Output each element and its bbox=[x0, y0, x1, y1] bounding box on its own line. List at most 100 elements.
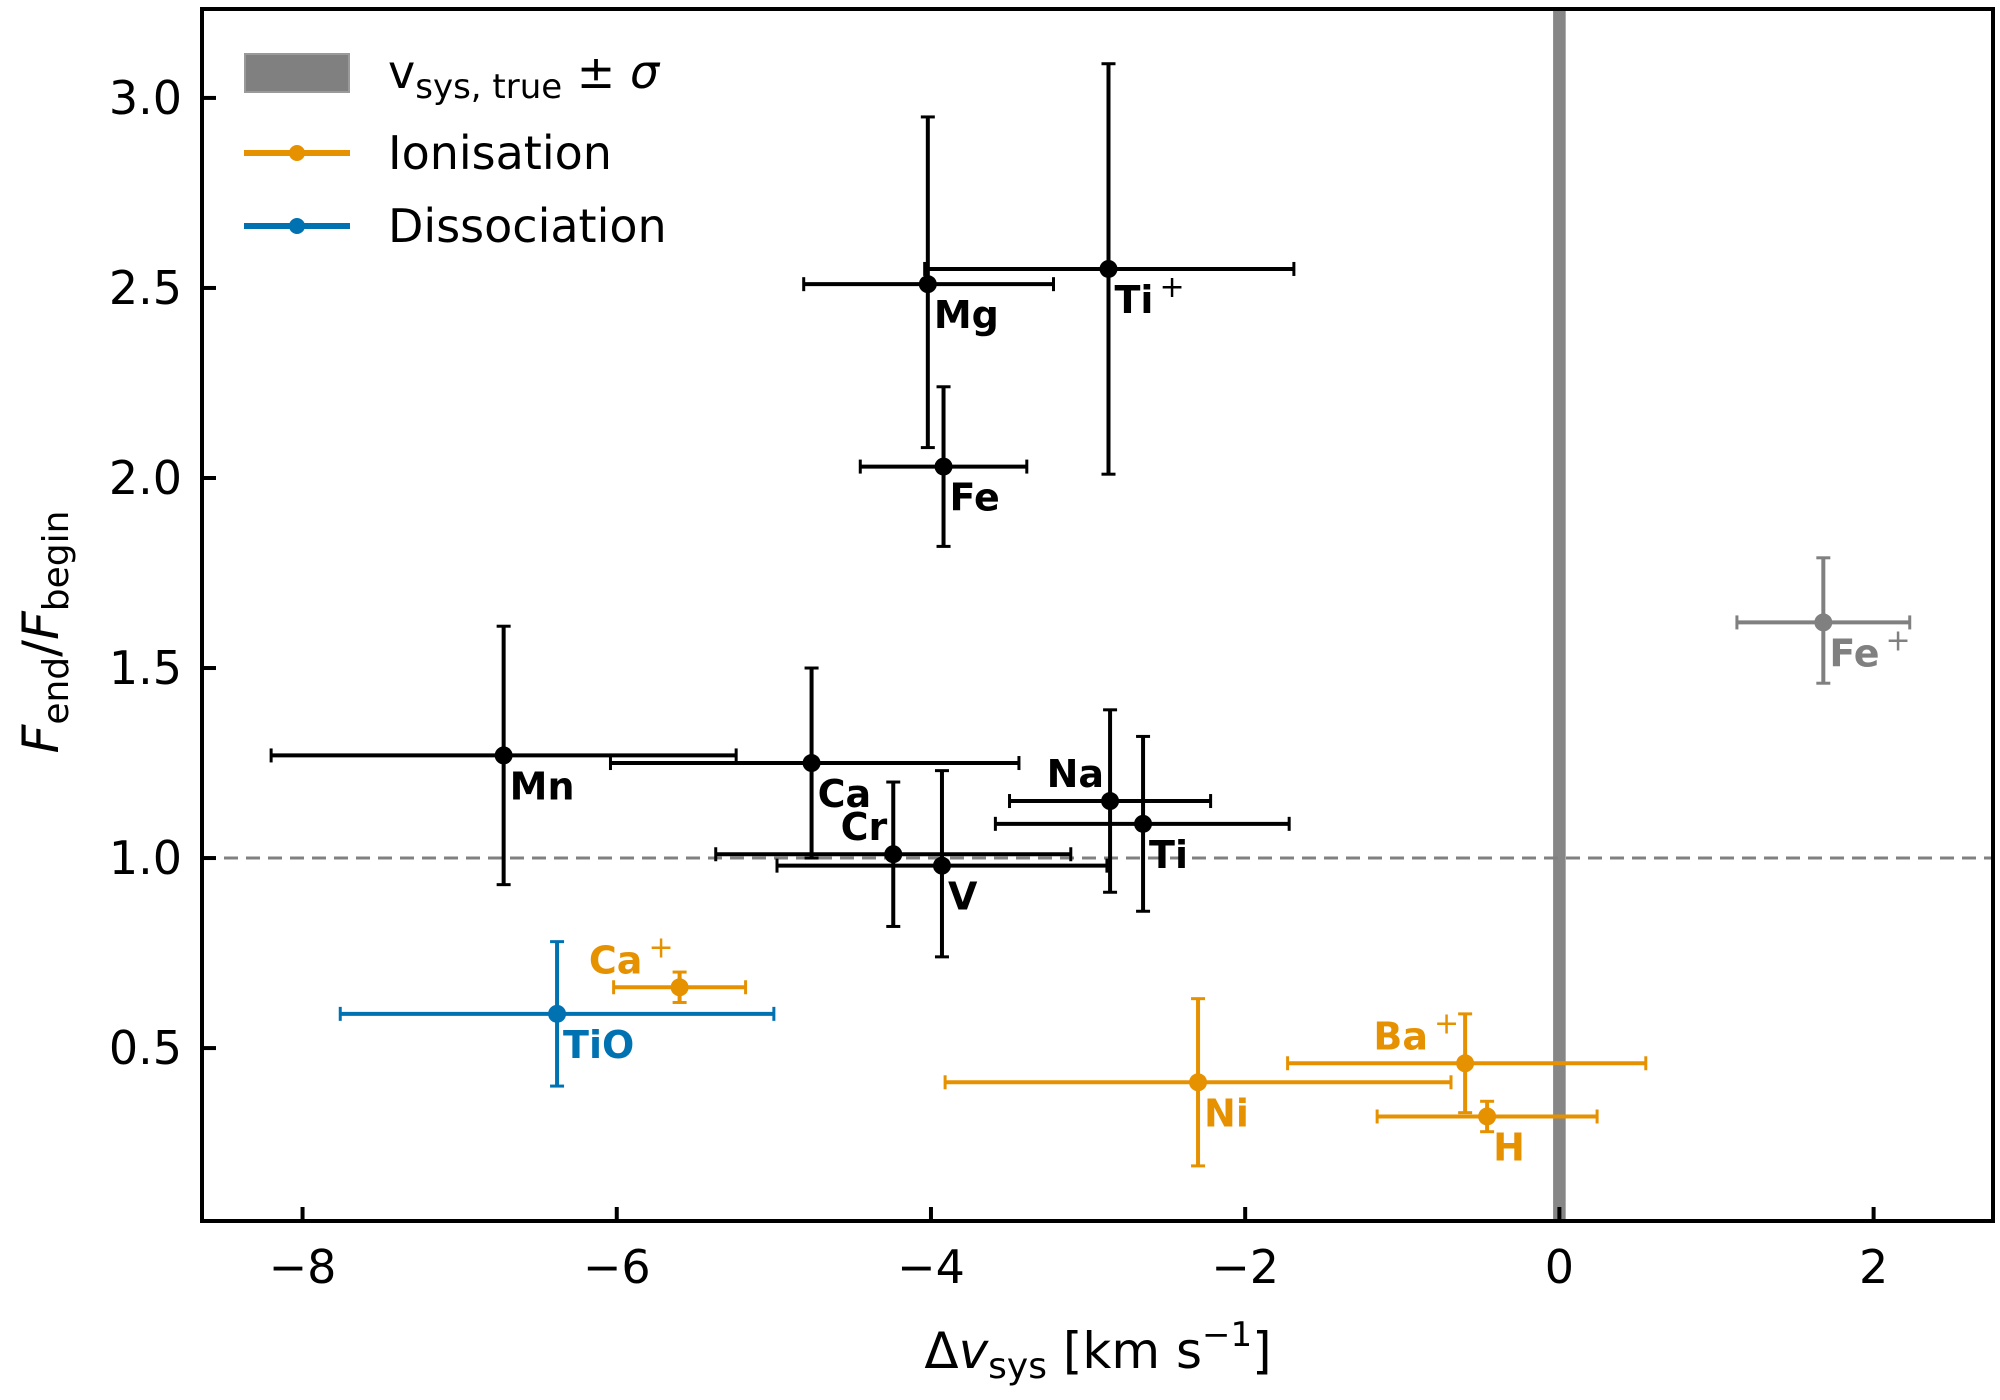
point-marker bbox=[1099, 259, 1118, 278]
x-tick-label: −8 bbox=[269, 1240, 337, 1294]
point-label-sup: + bbox=[1159, 270, 1184, 305]
legend: vsys, true ± σ Ionisation Dissociation bbox=[244, 45, 667, 253]
point-marker bbox=[884, 845, 903, 864]
point-label-name: Cr bbox=[841, 805, 888, 849]
point-label-sup: + bbox=[648, 930, 673, 965]
legend-item-dissociation: Dissociation bbox=[244, 199, 667, 253]
x-label-sup: −1 bbox=[1202, 1315, 1252, 1355]
data-point-fe-ion: Fe + bbox=[1735, 556, 1912, 685]
legend-label-ionisation: Ionisation bbox=[388, 126, 612, 180]
point-label-name: Ni bbox=[1204, 1091, 1249, 1135]
point-label: Fe bbox=[950, 476, 1000, 520]
legend-ionisation-marker bbox=[289, 145, 305, 161]
x-tick-label: 2 bbox=[1859, 1240, 1888, 1294]
point-label-name: H bbox=[1493, 1125, 1525, 1169]
point-label-name: Ca bbox=[818, 772, 872, 816]
legend-item-ionisation: Ionisation bbox=[244, 126, 612, 180]
legend-label-dissociation: Dissociation bbox=[388, 199, 667, 253]
legend-band-sub: sys, true bbox=[415, 67, 562, 107]
data-point-tio: TiO bbox=[338, 940, 776, 1088]
point-marker bbox=[1478, 1107, 1497, 1126]
point-label: Mg bbox=[934, 293, 999, 337]
data-point-ni: Ni bbox=[943, 997, 1453, 1168]
data-point-v: V bbox=[775, 769, 1109, 959]
x-label-unit: [km s bbox=[1047, 1322, 1202, 1380]
point-label: Mn bbox=[510, 764, 575, 808]
data-point-ti-ion: Ti + bbox=[923, 62, 1296, 476]
y-tick-label: 0.5 bbox=[109, 1021, 182, 1075]
point-label-name: Fe bbox=[950, 476, 1000, 520]
point-label-name: TiO bbox=[563, 1023, 634, 1067]
x-tick-label: −2 bbox=[1211, 1240, 1279, 1294]
legend-item-band: vsys, true ± σ bbox=[244, 45, 661, 107]
point-label-name: Na bbox=[1047, 752, 1104, 796]
point-label: TiO bbox=[563, 1023, 634, 1067]
x-tick-label: −6 bbox=[583, 1240, 651, 1294]
point-marker bbox=[494, 746, 513, 765]
point-label-name: Mn bbox=[510, 764, 575, 808]
point-label: H bbox=[1493, 1125, 1525, 1169]
y-tick-label: 2.5 bbox=[109, 261, 182, 315]
x-tick-label: −4 bbox=[897, 1240, 965, 1294]
legend-band-pm: ± bbox=[562, 45, 630, 99]
data-point-na: Na bbox=[1008, 708, 1213, 894]
point-label-name: Ti bbox=[1114, 278, 1153, 322]
x-label-close: ] bbox=[1252, 1322, 1272, 1380]
x-label-sub: sys bbox=[988, 1346, 1047, 1387]
axis-ticks: −8 −6 −4 −2 0 2 0.5 1.0 1.5 2.0 2.5 3.0 bbox=[109, 71, 1888, 1294]
y-tick-label: 3.0 bbox=[109, 71, 182, 125]
y-label-num: F bbox=[12, 723, 70, 753]
point-marker bbox=[918, 275, 937, 294]
point-label: Ti + bbox=[1114, 270, 1184, 322]
x-label-var: v bbox=[959, 1322, 990, 1380]
point-marker bbox=[1456, 1054, 1475, 1073]
point-label: Ni bbox=[1204, 1091, 1249, 1135]
data-point-h: H bbox=[1375, 1099, 1599, 1169]
point-label-name: Ti bbox=[1149, 833, 1188, 877]
y-tick-label: 2.0 bbox=[109, 451, 182, 505]
data-point-cr: Cr bbox=[714, 780, 1073, 928]
y-tick-label: 1.0 bbox=[109, 831, 182, 885]
y-label-den-sub: begin bbox=[36, 511, 77, 612]
point-marker bbox=[932, 856, 951, 875]
legend-dissociation-marker bbox=[289, 218, 305, 234]
data-point-ti: Ti bbox=[993, 734, 1291, 913]
point-marker bbox=[548, 1004, 567, 1023]
x-label-delta: Δ bbox=[924, 1322, 958, 1380]
data-point-fe: Fe bbox=[858, 385, 1029, 548]
point-label-name: Ba bbox=[1373, 1014, 1428, 1058]
y-label-num-sub: end bbox=[36, 657, 77, 725]
point-marker bbox=[1134, 814, 1153, 833]
point-marker bbox=[1189, 1073, 1208, 1092]
point-label: V bbox=[948, 875, 978, 919]
point-label: Ti bbox=[1149, 833, 1188, 877]
x-tick-label: 0 bbox=[1545, 1240, 1574, 1294]
point-label-name: Fe bbox=[1829, 631, 1879, 675]
point-label: Fe + bbox=[1829, 623, 1910, 675]
point-marker bbox=[934, 457, 953, 476]
point-label: Cr bbox=[841, 805, 888, 849]
point-marker bbox=[1814, 613, 1833, 632]
point-label: Ba + bbox=[1373, 1006, 1459, 1058]
point-label-name: Mg bbox=[934, 293, 999, 337]
axes-frame bbox=[200, 7, 1995, 1223]
data-point-ca-ion: Ca + bbox=[589, 930, 748, 1004]
point-label: Ca + bbox=[589, 930, 674, 982]
point-label: Na bbox=[1047, 752, 1104, 796]
legend-band-main: v bbox=[388, 45, 415, 99]
x-axis-label: Δvsys [km s−1] bbox=[924, 1315, 1271, 1387]
y-tick-label: 1.5 bbox=[109, 641, 182, 695]
point-marker bbox=[1101, 792, 1120, 811]
y-label-slash: / bbox=[12, 640, 70, 657]
data-point-ca: Ca bbox=[608, 666, 1021, 860]
legend-band-sigma: σ bbox=[630, 45, 661, 99]
legend-label-band: vsys, true ± σ bbox=[388, 45, 661, 107]
point-marker bbox=[670, 978, 689, 997]
data-point-mg: Mg bbox=[802, 115, 1056, 450]
point-label-name: Ca bbox=[589, 938, 643, 982]
point-label: Ca bbox=[818, 772, 872, 816]
data-point-mn: Mn bbox=[269, 624, 738, 887]
